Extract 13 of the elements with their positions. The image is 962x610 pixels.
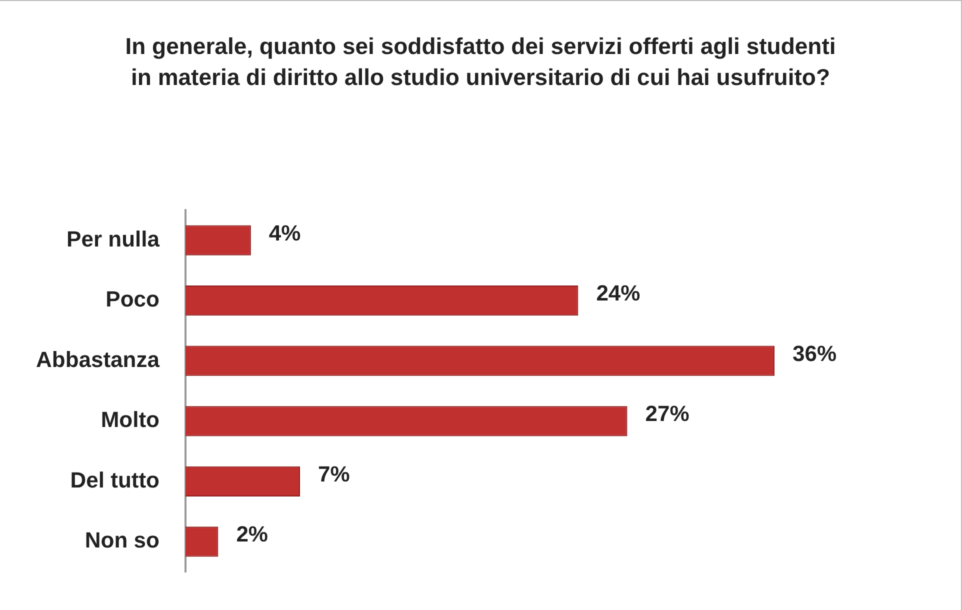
y-tick-label: Molto xyxy=(100,407,160,432)
y-tick-label: Poco xyxy=(106,286,160,312)
data-label: 27% xyxy=(645,401,690,426)
y-tick-label: Del tutto xyxy=(70,467,160,492)
data-label: 36% xyxy=(792,340,837,366)
data-label: 7% xyxy=(318,461,350,486)
data-label: 4% xyxy=(268,220,301,246)
y-tick-label: Non so xyxy=(84,528,160,553)
data-label: 2% xyxy=(236,522,268,547)
y-tick-label: Per nulla xyxy=(66,226,160,252)
y-tick-label: Abbastanza xyxy=(36,346,160,372)
chart-title: In generale, quanto sei soddisfatto dei servizi offerti agli studenti in materia di diritto allo studio universitario di cui hai usufruito? xyxy=(124,32,837,92)
data-label: 24% xyxy=(596,280,640,306)
